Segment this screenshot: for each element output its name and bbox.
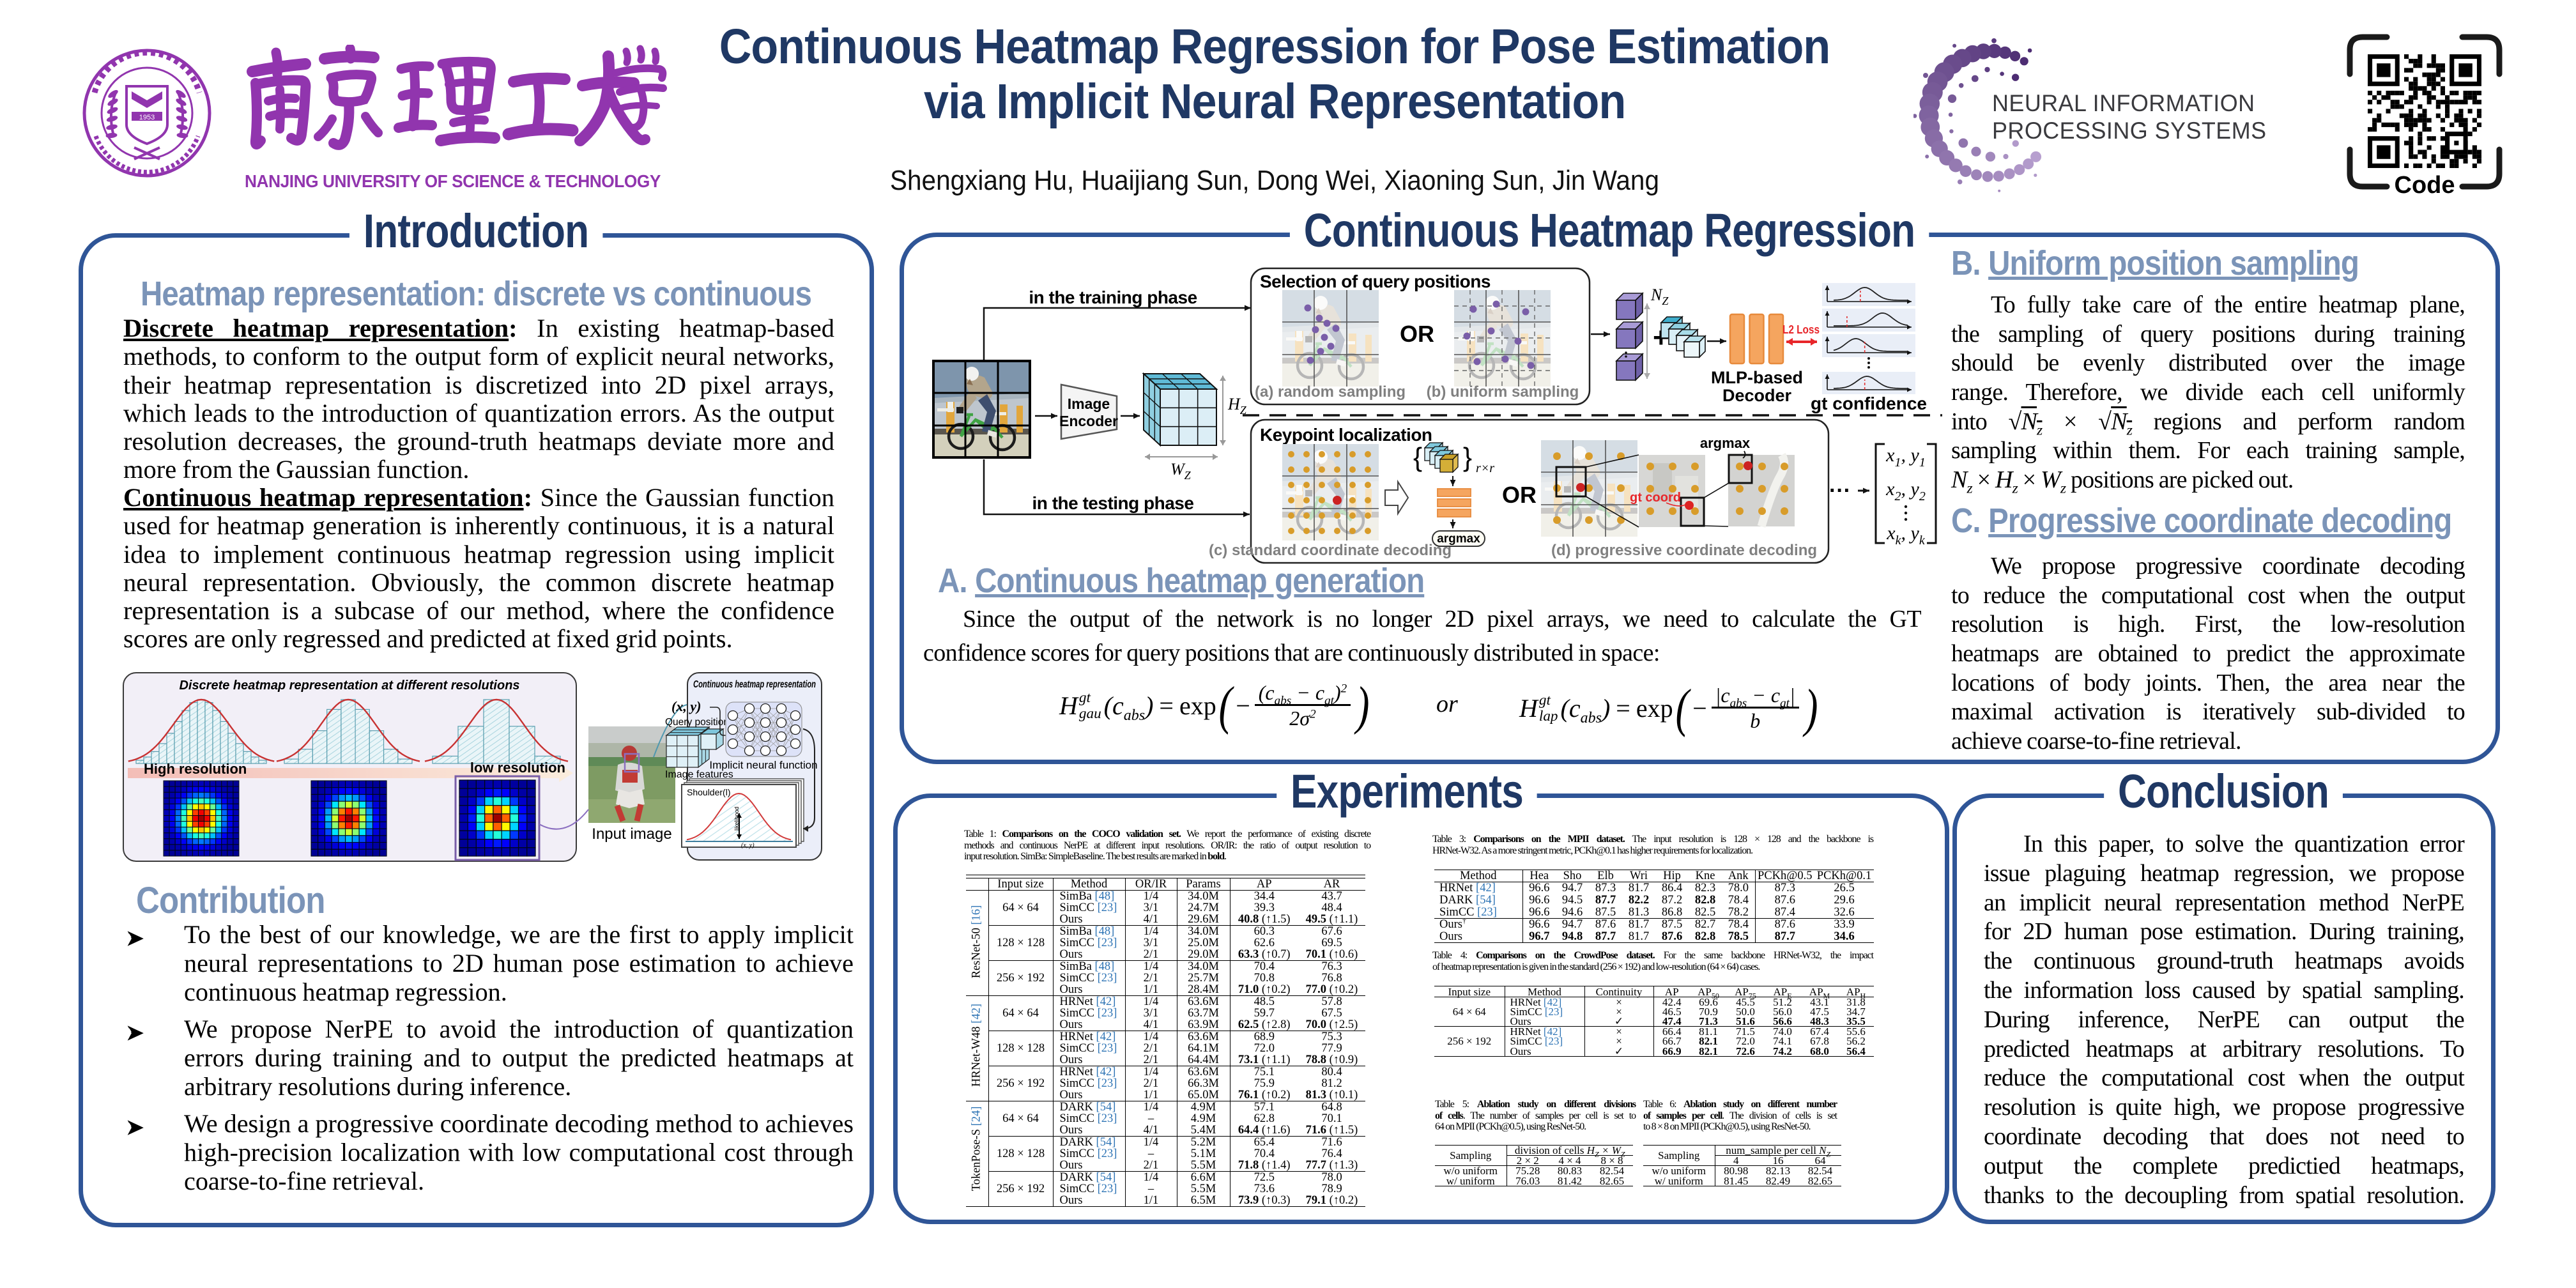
svg-text:likelihood: likelihood xyxy=(733,806,740,831)
svg-text:Image features: Image features xyxy=(665,769,733,780)
svg-text:(x, y): (x, y) xyxy=(741,842,755,849)
svg-text:Query position: Query position xyxy=(665,717,729,728)
svg-text:argmax: argmax xyxy=(1437,532,1480,546)
svg-text:HZ: HZ xyxy=(1227,395,1247,417)
svg-text:OR: OR xyxy=(1400,321,1434,347)
svg-text:Discrete heatmap representatio: Discrete heatmap representation at diffe… xyxy=(179,678,519,693)
svg-text:(c) standard coordinate decodi: (c) standard coordinate decoding xyxy=(1209,542,1452,559)
svg-text:Image: Image xyxy=(1068,395,1110,412)
svg-text:L2 Loss: L2 Loss xyxy=(1782,323,1820,336)
svg-text:{: { xyxy=(1413,442,1422,472)
svg-text:Keypoint localization: Keypoint localization xyxy=(1260,425,1432,445)
svg-text:gt confidence: gt confidence xyxy=(1811,394,1927,413)
svg-text:Continuous heatmap representat: Continuous heatmap representation xyxy=(693,679,816,690)
svg-text:in the training phase: in the training phase xyxy=(1029,288,1197,307)
svg-text:argmax: argmax xyxy=(1700,435,1751,451)
svg-text:Selection of query positions: Selection of query positions xyxy=(1260,272,1491,291)
svg-text:Code: Code xyxy=(2395,172,2455,198)
svg-text:x2, y2: x2, y2 xyxy=(1885,479,1926,503)
svg-text:MLP-based: MLP-based xyxy=(1711,368,1803,387)
svg-text:low resolution: low resolution xyxy=(470,760,565,776)
svg-text:(d) progressive coordinate dec: (d) progressive coordinate decoding xyxy=(1551,542,1817,559)
svg-text:Shoulder(l): Shoulder(l) xyxy=(687,787,730,797)
svg-text:Encoder: Encoder xyxy=(1059,413,1118,429)
svg-text:(b) uniform sampling: (b) uniform sampling xyxy=(1427,383,1579,401)
svg-text:Input image: Input image xyxy=(592,825,671,843)
svg-text:···: ··· xyxy=(1829,479,1851,503)
svg-text:gt coord: gt coord xyxy=(1630,491,1681,505)
svg-text:NZ: NZ xyxy=(1650,286,1669,307)
svg-text:Implicit neural function: Implicit neural function xyxy=(709,759,817,771)
svg-text:r×r: r×r xyxy=(1476,461,1494,475)
svg-text:}: } xyxy=(1463,442,1472,472)
svg-text:x1, y1: x1, y1 xyxy=(1885,445,1926,470)
svg-text:Decoder: Decoder xyxy=(1722,386,1792,405)
svg-text:(a) random sampling: (a) random sampling xyxy=(1255,383,1406,401)
svg-text:(x, y): (x, y) xyxy=(671,698,701,714)
svg-text:xk, yk: xk, yk xyxy=(1886,523,1926,548)
svg-text:in the testing phase: in the testing phase xyxy=(1032,493,1194,513)
svg-text:High resolution: High resolution xyxy=(144,761,247,777)
svg-text:WZ: WZ xyxy=(1170,460,1192,482)
svg-text:1953: 1953 xyxy=(139,114,155,121)
svg-text:OR: OR xyxy=(1502,482,1537,508)
